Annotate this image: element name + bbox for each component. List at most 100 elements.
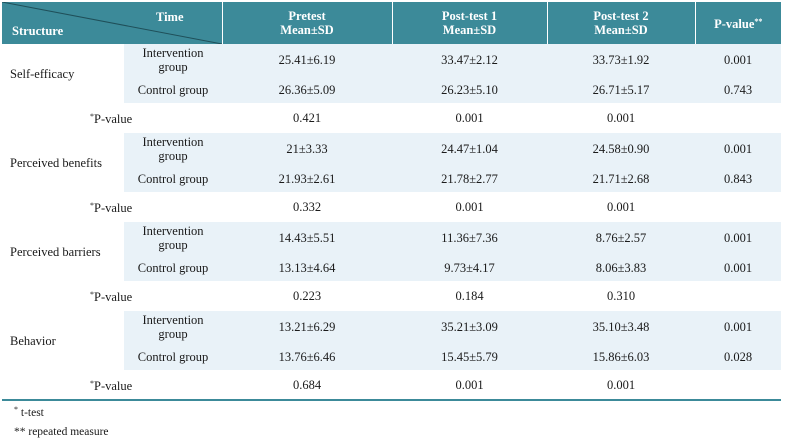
- pvalue-label: P-value: [94, 378, 133, 393]
- value-cell: 0.310: [606, 289, 636, 303]
- group-label: Control group: [124, 343, 222, 370]
- pvalue-mark: *: [90, 201, 94, 210]
- footnote-repeated-text: repeated measure: [28, 426, 109, 438]
- value-cell: 21.78±2.77: [392, 165, 547, 192]
- header-post2-line1: Post-test 2: [593, 9, 649, 23]
- value-cell: 26.36±5.09: [222, 76, 392, 103]
- header-pretest: Pretest Mean±SD: [222, 2, 393, 44]
- pvalue-row-label: *P-value: [2, 281, 222, 311]
- header-posttest-2: Post-test 2 Mean±SD: [547, 2, 696, 44]
- pvalue-row-label: *P-value: [2, 103, 222, 133]
- value-cell: 0.421: [292, 111, 322, 125]
- value-cell: 0.001: [606, 111, 636, 125]
- value-cell: 0.001: [695, 133, 781, 165]
- value-cell: 0.184: [455, 289, 484, 303]
- pvalue-row: *P-value 0.421 0.001 0.001: [2, 103, 781, 133]
- value-cell: 0.223: [292, 289, 322, 303]
- intervention-row: Self-efficacy Intervention group 25.41±6.19…: [2, 44, 781, 81]
- value-cell: 0.001: [547, 370, 695, 401]
- pvalue-row: *P-value 0.332 0.001 0.001: [2, 192, 781, 222]
- pvalue-mark: *: [90, 112, 94, 121]
- group-label-line1: Intervention: [142, 224, 204, 238]
- intervention-row: Perceived barriers Intervention group 14.43…: [2, 222, 781, 259]
- group-label: Intervention group: [124, 222, 222, 254]
- group-label-line1: Intervention: [142, 46, 204, 60]
- pvalue-row-label: *P-value: [2, 192, 222, 222]
- diagonal-divider: [2, 2, 221, 44]
- group-label: Control group: [124, 254, 222, 281]
- value-cell: 0.743: [695, 76, 781, 103]
- group-label-line2: group: [158, 238, 188, 252]
- value-cell: 35.21±3.09: [392, 311, 547, 343]
- value-cell: 13.21±6.29: [222, 311, 392, 343]
- header-pretest-line2: Mean±SD: [280, 23, 334, 37]
- pvalue-row: *P-value 0.223 0.184 0.310: [2, 281, 781, 311]
- pvalue-mark: *: [90, 290, 94, 299]
- value-cell: 21.71±2.68: [547, 165, 695, 192]
- value-cell: 11.36±7.36: [392, 222, 547, 254]
- footnote-ttest-text: t-test: [20, 407, 44, 419]
- control-row: Control group 26.36±5.09 26.23±5.10 26.71±5…: [2, 76, 781, 103]
- pvalue-label: P-value: [94, 290, 133, 304]
- group-label: Intervention group: [124, 311, 222, 343]
- header-post2-line2: Mean±SD: [594, 23, 648, 37]
- footnotes: * t-test ** repeated measure: [14, 400, 109, 442]
- footnote-ttest-mark: *: [14, 405, 18, 414]
- value-cell: 13.13±4.64: [222, 254, 392, 281]
- intervention-row: Behavior Intervention group 13.21±6.29 35.21…: [2, 311, 781, 348]
- header-pvalue-mark: **: [754, 17, 763, 26]
- value-cell: 25.41±6.19: [222, 44, 392, 76]
- footnote-repeated: ** repeated measure: [14, 423, 109, 442]
- control-row: Control group 13.76±6.46 15.45±5.79 15.86±6…: [2, 343, 781, 370]
- corner-header-cell: Time Structure: [2, 2, 223, 44]
- empty-cell: [695, 192, 781, 222]
- structure-label: Perceived barriers: [10, 244, 101, 259]
- group-label-line2: group: [158, 60, 188, 74]
- value-cell: 33.47±2.12: [392, 44, 547, 76]
- control-row: Control group 21.93±2.61 21.78±2.77 21.71±2…: [2, 165, 781, 192]
- header-post1-line2: Mean±SD: [442, 23, 497, 37]
- group-label-line1: Intervention: [142, 135, 204, 149]
- value-cell: 0.001: [695, 44, 781, 76]
- header-pretest-line1: Pretest: [288, 9, 326, 23]
- header-post1-line1: Post-test 1: [441, 9, 498, 23]
- value-cell: 13.76±6.46: [222, 343, 392, 370]
- structure-label: Behavior: [10, 333, 56, 348]
- header-posttest-1: Post-test 1 Mean±SD: [392, 2, 548, 44]
- header-pvalue: P-value**: [695, 2, 781, 44]
- group-label: Control group: [124, 165, 222, 192]
- value-cell: 21±3.33: [222, 133, 392, 165]
- value-cell: 15.86±6.03: [547, 343, 695, 370]
- value-cell: 33.73±1.92: [547, 44, 695, 76]
- pvalue-row-label: *P-value: [2, 370, 222, 401]
- value-cell: 14.43±5.51: [222, 222, 392, 254]
- value-cell: 0.028: [695, 343, 781, 370]
- empty-cell: [695, 103, 781, 133]
- results-table-container: Time Structure Pretest Mean±SD Post-test…: [2, 2, 781, 401]
- value-cell: 0.684: [222, 370, 392, 401]
- pvalue-mark: *: [90, 378, 94, 388]
- group-label: Intervention group: [124, 44, 222, 76]
- value-cell: 0.001: [695, 311, 781, 343]
- intervention-row: Perceived benefits Intervention group 21±3.…: [2, 133, 781, 170]
- footnote-ttest: * t-test: [14, 400, 109, 423]
- group-label: Intervention group: [124, 133, 222, 165]
- structure-label: Perceived benefits: [10, 155, 102, 170]
- header-row: Time Structure Pretest Mean±SD Post-test…: [2, 2, 781, 44]
- value-cell: 21.93±2.61: [222, 165, 392, 192]
- value-cell: 15.45±5.79: [392, 343, 547, 370]
- control-row: Control group 13.13±4.64 9.73±4.17 8.06±3.8…: [2, 254, 781, 281]
- header-pvalue-label: P-value: [714, 17, 755, 31]
- value-cell: 8.06±3.83: [547, 254, 695, 281]
- value-cell: 0.001: [455, 111, 484, 125]
- value-cell: 0.001: [606, 200, 636, 214]
- footnote-repeated-mark: **: [14, 426, 26, 438]
- value-cell: 35.10±3.48: [547, 311, 695, 343]
- corner-structure-label: Structure: [12, 24, 64, 38]
- value-cell: 9.73±4.17: [392, 254, 547, 281]
- group-label-line1: Intervention: [142, 313, 204, 327]
- value-cell: 0.001: [695, 254, 781, 281]
- value-cell: 26.23±5.10: [392, 76, 547, 103]
- value-cell: 26.71±5.17: [547, 76, 695, 103]
- value-cell: 0.001: [695, 222, 781, 254]
